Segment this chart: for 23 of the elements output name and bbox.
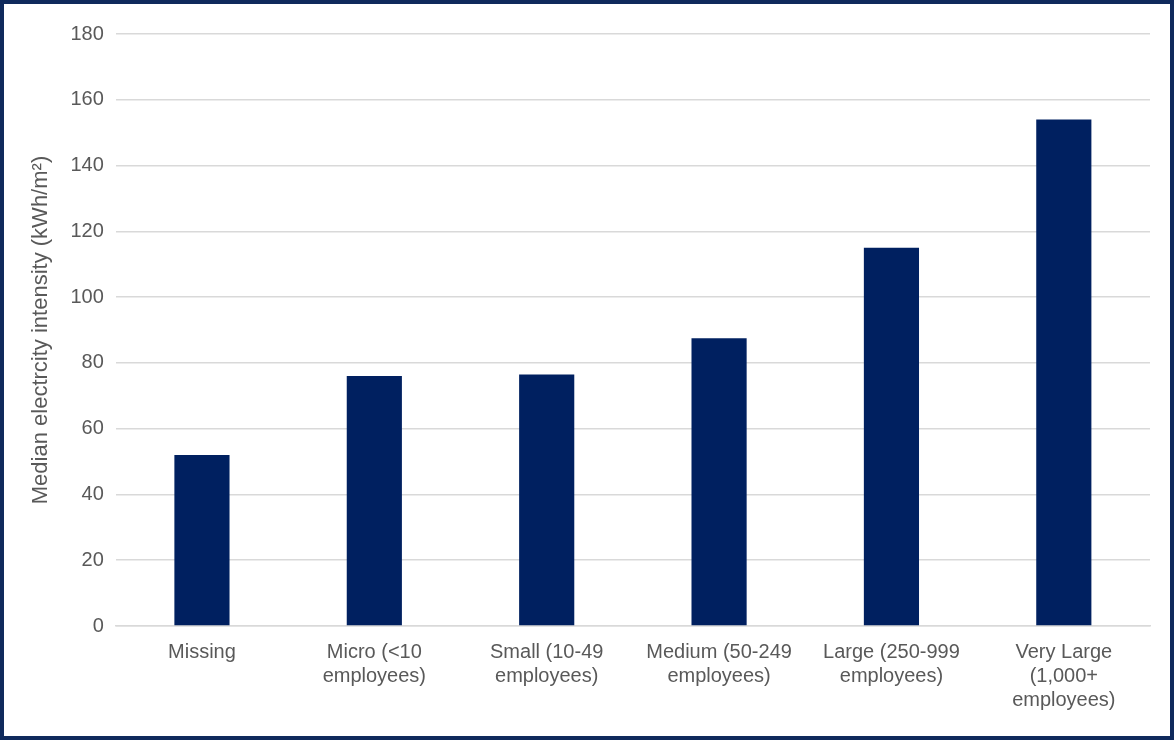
y-tick-label: 20 [81,547,104,570]
y-axis-title: Median electrcity intensity (kWh/m²) [27,155,53,505]
bar [863,247,920,626]
x-tick-label: Large (250-999 employees) [823,639,960,686]
bar [691,338,747,626]
y-tick-label: 180 [70,21,104,44]
x-tick-label: Micro (<10 employees) [322,639,427,686]
y-tick-label: 160 [70,87,104,110]
y-tick-label: 60 [81,416,104,439]
y-tick-label: 120 [70,218,104,241]
y-tick-label: 40 [81,481,104,504]
y-tick-label: 140 [70,153,104,176]
y-tick-label: 100 [70,284,104,307]
x-tick-label: Missing [168,639,236,662]
bar [174,454,230,626]
y-tick-label: 80 [81,350,104,373]
bar [1036,119,1092,626]
x-tick-label: Small (10-49 employees) [490,639,604,686]
bar [346,376,402,626]
x-tick-label: Very Large (1,000+ employees) [1012,639,1116,710]
y-tick-label: 0 [92,613,104,636]
x-tick-label: Medium (50-249 employees) [646,639,792,686]
bar [519,374,575,626]
